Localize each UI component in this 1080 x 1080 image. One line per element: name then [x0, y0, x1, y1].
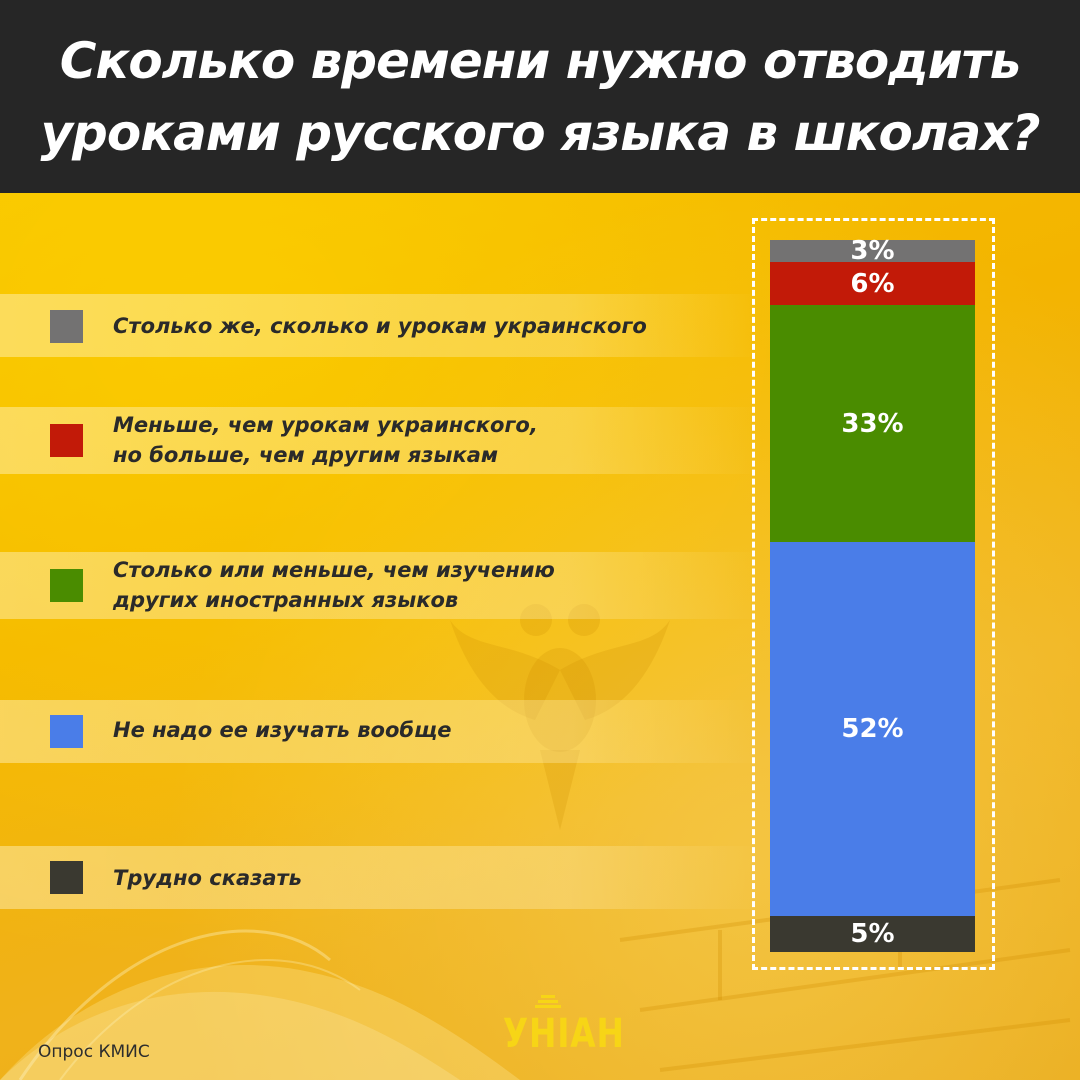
- bar-segment: 5%: [770, 916, 975, 952]
- legend-item-not-needed: Не надо ее изучать вообще: [0, 700, 760, 763]
- legend-text-line: других иностранных языков: [113, 588, 459, 612]
- legend-swatch-blue: [50, 715, 83, 748]
- header: Сколько времени нужно отводить уроками р…: [0, 0, 1080, 193]
- bar-segment: 3%: [770, 236, 975, 266]
- legend-label: Меньше, чем урокам украинского, но больш…: [113, 410, 538, 470]
- legend-label: Трудно сказать: [113, 863, 302, 893]
- logo-text: УНІАН: [502, 1011, 625, 1057]
- bar-segment: 6%: [770, 262, 975, 305]
- stacked-bar: 3% 6% 33% 52% 5%: [770, 236, 975, 952]
- legend-text-line: но больше, чем другим языкам: [113, 443, 499, 467]
- legend-label: Не надо ее изучать вообще: [113, 715, 452, 745]
- legend-text-line: Меньше, чем урокам украинского,: [113, 413, 538, 437]
- bar-segment: 33%: [770, 305, 975, 542]
- legend-text-line: Не надо ее изучать вообще: [113, 718, 452, 742]
- legend-item-hard-to-say: Трудно сказать: [0, 846, 760, 909]
- legend-label: Столько или меньше, чем изучению других …: [113, 555, 555, 615]
- legend-swatch-red: [50, 424, 83, 457]
- legend-item-less-than-ukrainian: Меньше, чем урокам украинского, но больш…: [0, 407, 760, 474]
- bar-value-label: 3%: [850, 236, 895, 266]
- legend-text-line: Трудно сказать: [113, 866, 302, 890]
- bar-dashed-frame: [752, 218, 995, 970]
- legend-item-same-as-ukrainian: Столько же, сколько и урокам украинского: [0, 294, 760, 357]
- logo-bars-icon: [535, 995, 561, 1008]
- unian-logo: УНІАН: [493, 995, 625, 1065]
- legend-swatch-gray: [50, 310, 83, 343]
- legend-item-like-foreign-languages: Столько или меньше, чем изучению других …: [0, 552, 760, 619]
- bar-value-label: 52%: [841, 714, 904, 744]
- bar-value-label: 33%: [841, 408, 904, 439]
- bar-value-label: 6%: [850, 268, 895, 299]
- book-pages-decoration: [0, 929, 520, 1080]
- bar-segment: 52%: [770, 542, 975, 916]
- legend-label: Столько же, сколько и урокам украинского: [113, 311, 647, 341]
- legend-text-line: Столько или меньше, чем изучению: [113, 558, 555, 582]
- source-note: Опрос КМИС: [38, 1042, 150, 1062]
- legend-swatch-green: [50, 569, 83, 602]
- bar-value-label: 5%: [850, 919, 895, 949]
- legend-text-line: Столько же, сколько и урокам украинского: [113, 314, 647, 338]
- chart-title: Сколько времени нужно отводить уроками р…: [40, 31, 1040, 162]
- legend-swatch-dark: [50, 861, 83, 894]
